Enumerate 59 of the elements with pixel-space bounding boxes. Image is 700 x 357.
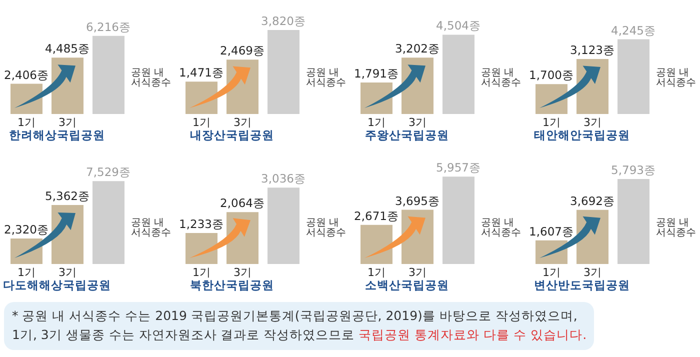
data-label: 3,123종 [570, 43, 615, 58]
x-tick-label: 3기 [58, 116, 76, 129]
text: 공원 내 서식종수 [131, 68, 171, 88]
text: 북한산국립공원 [190, 278, 274, 292]
text: 공원 내 서식종수 [131, 218, 171, 238]
data-label: 3,202종 [395, 42, 440, 56]
text: 국립공원 통계자료와 다를 수 있습니다. [358, 327, 587, 342]
text: 공원 내 서식종수 [306, 218, 346, 238]
data-label: 1,700종 [529, 68, 574, 82]
data-label: 2,320종 [4, 222, 49, 236]
text: 태안해안국립공원 [534, 128, 630, 142]
x-tick-label: 1기 [542, 266, 560, 279]
data-label: 2,406종 [4, 68, 49, 82]
data-label: 4,504종 [436, 18, 481, 33]
x-tick-label: 1기 [368, 266, 386, 279]
x-tick-label: 3기 [408, 116, 426, 129]
data-label: 3,692종 [570, 194, 615, 208]
text: 공원 내 서식종수 [656, 68, 696, 88]
data-label: 4,485종 [45, 42, 90, 56]
data-label: 2,469종 [220, 44, 265, 58]
x-tick-label: 3기 [234, 266, 252, 279]
data-label: 3,820종 [261, 14, 306, 28]
x-tick-label: 3기 [234, 116, 252, 129]
data-label: 5,957종 [436, 160, 481, 175]
data-label: 1,233종 [179, 217, 224, 231]
text: 변산반도국립공원 [534, 278, 630, 292]
text: 공원 내 서식종수 [481, 68, 521, 88]
x-tick-label: 3기 [58, 266, 76, 279]
data-label: 1,607종 [529, 224, 574, 238]
x-tick-label: 1기 [192, 116, 210, 129]
data-label: 3,695종 [395, 194, 440, 208]
x-tick-label: 1기 [192, 266, 210, 279]
data-label: 2,671종 [354, 208, 399, 223]
text: 소백산국립공원 [365, 278, 449, 292]
text: 내장산국립공원 [190, 128, 274, 142]
data-label: 4,245종 [611, 23, 656, 38]
data-label: 1,471종 [179, 66, 224, 80]
x-tick-label: 1기 [18, 116, 36, 129]
data-label: 7,529종 [86, 165, 131, 180]
data-label: 1,791종 [354, 66, 399, 80]
text: * 공원 내 서식종수 수는 2019 국립공원기본통계(국립공원공단, 2019)를 바탕으로 작성하였으며, [12, 308, 578, 323]
text: 공원 내 서식종수 [481, 218, 521, 238]
x-tick-label: 1기 [542, 116, 560, 129]
text: 공원 내 서식종수 [306, 68, 346, 88]
text: 공원 내 서식종수 [656, 218, 696, 238]
data-label: 5,362종 [45, 189, 90, 204]
x-tick-label: 1기 [368, 116, 386, 129]
data-label: 6,216종 [86, 20, 131, 34]
data-label: 3,036종 [261, 172, 306, 186]
text: 주왕산국립공원 [365, 128, 449, 142]
x-tick-label: 1기 [18, 266, 36, 279]
data-label: 5,793종 [611, 163, 656, 178]
x-tick-label: 3기 [408, 266, 426, 279]
data-label: 2,064종 [220, 196, 265, 210]
text: 다도해해상국립공원 [3, 278, 111, 292]
text: 1기, 3기 생물종 수는 자연자원조사 결과로 작성하였으므로 [12, 327, 356, 342]
text: 한려해상국립공원 [9, 128, 105, 142]
x-tick-label: 3기 [584, 116, 602, 129]
x-tick-label: 3기 [584, 266, 602, 279]
